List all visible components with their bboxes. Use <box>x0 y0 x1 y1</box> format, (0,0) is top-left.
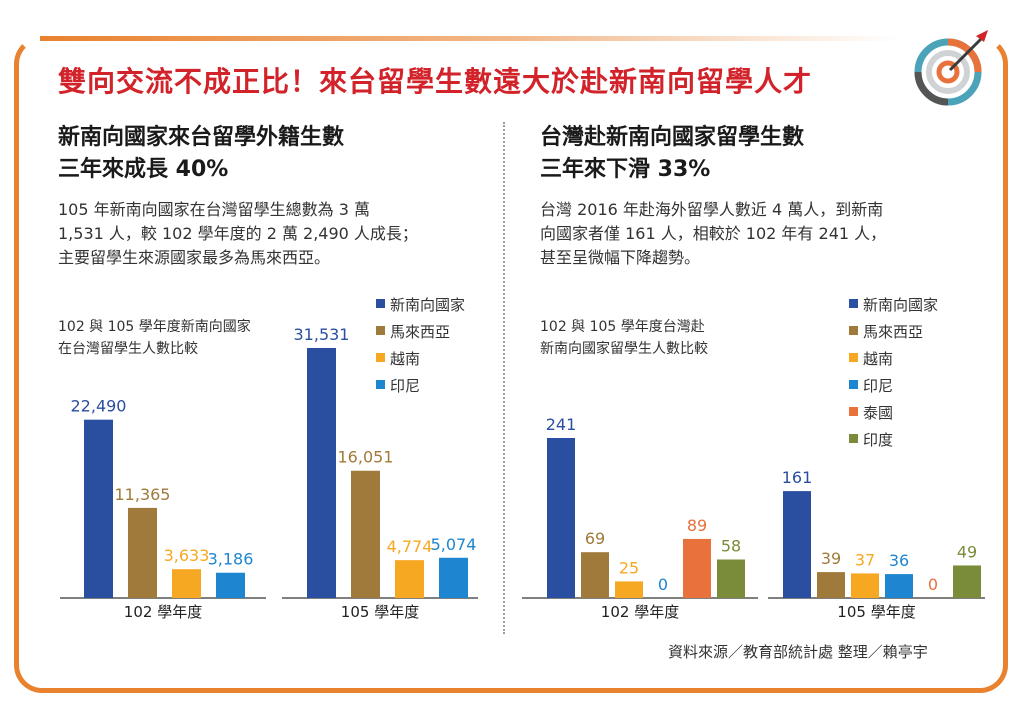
left-desc-line1: 105 年新南向國家在台灣留學生總數為 3 萬 <box>58 200 370 219</box>
chart2-bar <box>817 572 845 598</box>
chart1-data-label: 5,074 <box>431 535 477 554</box>
legend-swatch <box>376 299 385 308</box>
right-desc-line3: 甚至呈微幅下降趨勢。 <box>540 248 701 267</box>
chart1-data-label: 3,186 <box>208 550 254 569</box>
right-heading-line1: 台灣赴新南向國家留學生數 <box>540 125 805 150</box>
chart2-bar <box>683 538 711 598</box>
right-heading: 台灣赴新南向國家留學生數 三年來下滑 33% <box>540 122 804 186</box>
right-description: 台灣 2016 年赴海外留學人數近 4 萬人，到新南 向國家者僅 161 人，相… <box>540 198 886 270</box>
chart2-data-label: 69 <box>585 529 605 548</box>
legend-label: 印度 <box>863 431 894 449</box>
chart1-bar <box>307 348 336 598</box>
chart2-category-label: 102 學年度 <box>601 603 679 621</box>
chart1-bar <box>84 419 113 598</box>
left-caption-line1: 102 與 105 學年度新南向國家 <box>58 319 251 335</box>
chart2-category-label: 105 學年度 <box>837 603 915 621</box>
chart1-category-label: 102 學年度 <box>124 603 202 621</box>
column-divider <box>503 122 505 634</box>
left-heading-line2: 三年來成長 40% <box>58 157 229 182</box>
legend-item: 馬來西亞 <box>376 321 450 342</box>
chart2-data-label: 161 <box>782 468 813 487</box>
legend-item: 印尼 <box>376 375 420 396</box>
chart1-data-label: 11,365 <box>115 485 171 504</box>
legend-swatch <box>849 407 858 416</box>
chart2-data-label: 49 <box>957 542 977 561</box>
legend-label: 印尼 <box>390 377 421 395</box>
frame-top-gradient <box>40 36 900 41</box>
chart2-bar <box>615 581 643 598</box>
legend-label: 越南 <box>390 350 421 368</box>
right-desc-line1: 台灣 2016 年赴海外留學人數近 4 萬人，到新南 <box>540 200 884 219</box>
chart1-data-label: 31,531 <box>294 325 350 344</box>
chart1-bar <box>439 557 468 598</box>
chart1-data-label: 22,490 <box>71 397 127 416</box>
chart2-data-label: 89 <box>687 516 707 535</box>
left-caption-line2: 在台灣留學生人數比較 <box>58 341 198 357</box>
chart1-bar <box>128 507 157 598</box>
chart1-data-label: 16,051 <box>338 448 394 467</box>
right-desc-line2: 向國家者僅 161 人，相較於 102 年有 241 人， <box>540 224 887 243</box>
chart1-bar <box>351 470 380 598</box>
chart2-data-label: 25 <box>619 558 639 577</box>
chart2-data-label: 241 <box>546 415 577 434</box>
chart2-data-label: 37 <box>855 550 875 569</box>
chart2-data-label: 58 <box>721 536 741 555</box>
legend-label: 新南向國家 <box>390 296 466 314</box>
legend-swatch <box>849 353 858 362</box>
chart1-data-label: 4,774 <box>387 537 433 556</box>
legend-label: 印尼 <box>863 377 894 395</box>
chart2-data-label: 0 <box>928 575 938 594</box>
legend-item: 新南向國家 <box>376 294 465 315</box>
right-heading-line2: 三年來下滑 33% <box>540 157 711 182</box>
legend-item: 越南 <box>849 348 893 369</box>
legend-label: 新南向國家 <box>863 296 939 314</box>
chart1-data-label: 3,633 <box>164 546 210 565</box>
legend-label: 馬來西亞 <box>390 323 451 341</box>
chart2-bar <box>547 438 575 598</box>
chart2-data-label: 36 <box>889 551 909 570</box>
legend-item: 印尼 <box>849 375 893 396</box>
left-desc-line3: 主要留學生來源國家最多為馬來西亞。 <box>58 248 331 267</box>
right-caption-line2: 新南向國家留學生人數比較 <box>540 341 708 357</box>
chart1-bar <box>216 572 245 598</box>
chart2-data-label: 39 <box>821 549 841 568</box>
legend-item: 新南向國家 <box>849 294 938 315</box>
right-chart-caption: 102 與 105 學年度台灣赴 新南向國家留學生人數比較 <box>540 316 708 360</box>
chart1-bar <box>395 560 424 598</box>
page-title: 雙向交流不成正比！來台留學生數遠大於赴新南向留學人才 <box>58 65 813 98</box>
chart2-bar <box>783 491 811 598</box>
legend-swatch <box>376 326 385 335</box>
chart2-bar <box>953 565 981 598</box>
right-caption-line1: 102 與 105 學年度台灣赴 <box>540 319 705 335</box>
left-desc-line2: 1,531 人，較 102 學年度的 2 萬 2,490 人成長； <box>58 224 418 243</box>
legend-label: 越南 <box>863 350 894 368</box>
chart2-bar <box>885 574 913 598</box>
legend-item: 泰國 <box>849 402 893 423</box>
chart1-bar <box>172 569 201 598</box>
target-icon <box>914 30 988 106</box>
legend-item: 馬來西亞 <box>849 321 923 342</box>
chart2-bar <box>851 573 879 598</box>
left-heading-line1: 新南向國家來台留學外籍生數 <box>58 125 345 150</box>
left-chart-caption: 102 與 105 學年度新南向國家 在台灣留學生人數比較 <box>58 316 251 360</box>
orange-frame <box>14 36 1008 693</box>
chart2-bar <box>717 559 745 598</box>
chart1-category-label: 105 學年度 <box>341 603 419 621</box>
legend-swatch <box>849 326 858 335</box>
legend-swatch <box>849 434 858 443</box>
left-heading: 新南向國家來台留學外籍生數 三年來成長 40% <box>58 122 344 186</box>
legend-item: 越南 <box>376 348 420 369</box>
left-description: 105 年新南向國家在台灣留學生總數為 3 萬 1,531 人，較 102 學年… <box>58 198 418 270</box>
source-credit: 資料來源／教育部統計處 整理／賴亭宇 <box>668 643 928 661</box>
chart2-bar <box>581 552 609 598</box>
chart2-data-label: 0 <box>658 575 668 594</box>
legend-swatch <box>376 353 385 362</box>
legend-item: 印度 <box>849 429 893 450</box>
legend-label: 泰國 <box>863 404 894 422</box>
legend-swatch <box>849 299 858 308</box>
legend-swatch <box>849 380 858 389</box>
legend-swatch <box>376 380 385 389</box>
legend-label: 馬來西亞 <box>863 323 924 341</box>
